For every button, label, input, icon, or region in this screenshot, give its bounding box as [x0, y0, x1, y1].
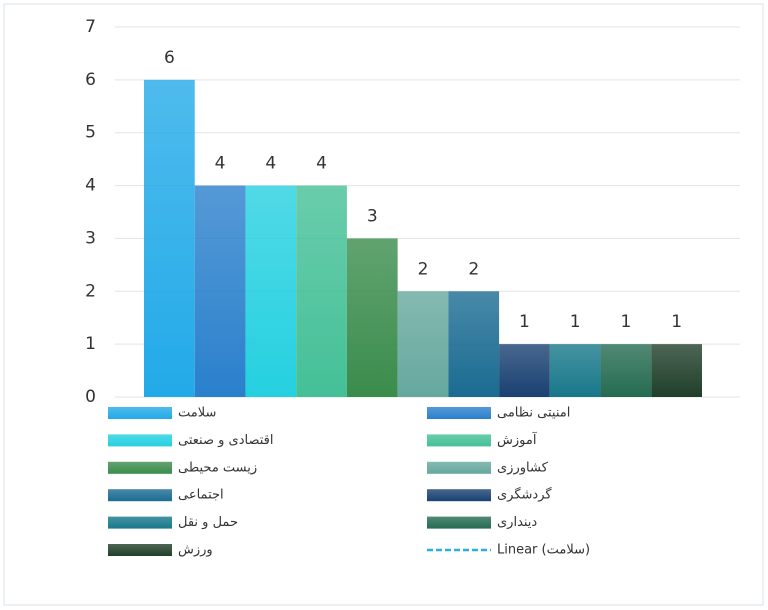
- legend-label: ورزش: [178, 543, 213, 558]
- legend-swatch: [108, 544, 172, 556]
- legend-swatch: [427, 434, 491, 447]
- value-label: 2: [468, 259, 479, 279]
- y-tick-label: 4: [85, 176, 96, 196]
- y-tick-label: 1: [85, 334, 96, 354]
- value-label: 1: [671, 312, 682, 332]
- y-tick-label: 0: [85, 387, 96, 407]
- legend-swatch: [427, 489, 491, 502]
- legend-swatch: [427, 516, 491, 529]
- legend-swatch: [108, 434, 172, 447]
- value-label: 1: [620, 312, 631, 332]
- value-label: 2: [418, 259, 429, 279]
- y-tick-label: 7: [85, 17, 96, 37]
- legend-swatch: [427, 407, 491, 419]
- y-tick-label: 5: [85, 123, 96, 143]
- legend-label: سلامت: [178, 406, 216, 421]
- legend-label: گردشگری: [497, 487, 552, 503]
- legend-swatch: [108, 407, 172, 419]
- legend-label: اجتماعی: [178, 488, 224, 503]
- legend-swatch: [427, 461, 491, 474]
- legend-swatch: [108, 516, 172, 529]
- bar: [448, 291, 500, 397]
- legend-swatch: [108, 461, 172, 474]
- value-label: 1: [519, 312, 530, 332]
- legend-label: آموزش: [497, 431, 538, 448]
- legend-label: اقتصادی و صنعتی: [178, 433, 273, 448]
- y-tick-label: 3: [85, 228, 96, 248]
- value-label: 1: [570, 312, 581, 332]
- legend-label: حمل و نقل: [178, 515, 238, 530]
- bar: [144, 79, 195, 397]
- value-label: 4: [215, 154, 226, 174]
- bar: [346, 238, 398, 397]
- value-label: 4: [265, 154, 276, 174]
- legend-label: Linear (سلامت): [497, 543, 590, 558]
- bar: [296, 185, 347, 397]
- legend: سلامت امنیتی نظامی اقتصادی و صنعتی آموزش زیس…: [108, 406, 590, 558]
- bar: [194, 185, 246, 397]
- y-tick-label: 2: [85, 281, 96, 301]
- bar: [397, 291, 449, 397]
- bar: [549, 344, 601, 397]
- bar: [600, 344, 652, 397]
- bar: [499, 344, 550, 397]
- bar: [245, 185, 297, 397]
- bar: [651, 344, 702, 397]
- legend-label: دینداری: [497, 515, 537, 530]
- y-tick-label: 6: [85, 70, 96, 90]
- legend-swatch: [108, 489, 172, 502]
- value-label: 6: [164, 48, 175, 68]
- legend-label: امنیتی نظامی: [497, 406, 570, 421]
- legend-label: کشاورزی: [497, 460, 549, 475]
- value-label: 3: [367, 206, 378, 226]
- value-label: 4: [316, 154, 327, 174]
- legend-label: زیست محیطی: [178, 460, 257, 475]
